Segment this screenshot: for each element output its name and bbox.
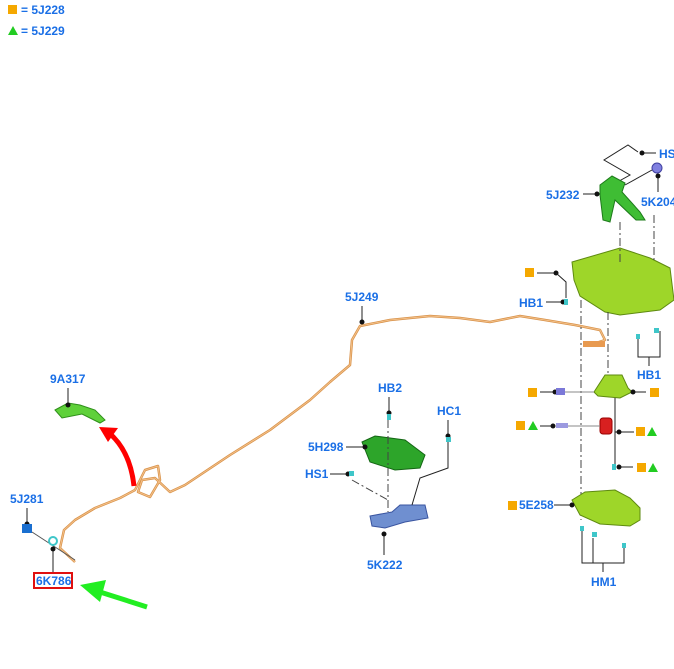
label-hb1-right[interactable]: HB1 (637, 368, 661, 382)
leader-dot (655, 173, 661, 179)
leader-line (411, 440, 449, 506)
orange-square-icon (508, 501, 517, 510)
leader-line (58, 314, 607, 563)
leader-dot (569, 502, 575, 508)
pump-module[interactable] (593, 374, 633, 399)
orange-square-icon (525, 268, 534, 277)
green-triangle-icon (8, 26, 18, 35)
label-hm1[interactable]: HM1 (591, 575, 617, 589)
leader-line (637, 331, 661, 358)
green-arrow-icon (99, 589, 148, 610)
leader-dot (639, 150, 645, 156)
label-5h298[interactable]: 5H298 (308, 440, 344, 454)
connector-icon (583, 341, 605, 347)
orange-square-icon (516, 421, 525, 430)
legend-5j229: = 5J229 (21, 24, 65, 38)
label-5j249[interactable]: 5J249 (345, 290, 379, 304)
leader-dot (594, 191, 600, 197)
label-5k204[interactable]: 5K204 (641, 195, 674, 209)
clip-icon (654, 328, 659, 333)
fuel-tank[interactable] (571, 247, 674, 316)
clip-6k786[interactable] (48, 536, 58, 546)
orange-square-icon (528, 388, 537, 397)
label-hs1[interactable]: HS1 (305, 467, 329, 481)
clip-icon (564, 299, 568, 305)
label-5j281[interactable]: 5J281 (10, 492, 44, 506)
leader-dot (616, 464, 622, 470)
clip-icon (622, 543, 626, 548)
leader-dot (630, 389, 636, 395)
clip-icon (349, 471, 354, 476)
leader-line (624, 169, 653, 186)
leader-dot (359, 319, 365, 325)
bracket-5k222[interactable] (369, 504, 429, 529)
wiring-harness-5j249[interactable] (58, 314, 607, 563)
clip-icon (580, 526, 584, 531)
label-5k222[interactable]: 5K222 (367, 558, 403, 572)
leader-line (556, 388, 565, 395)
label-5e258[interactable]: 5E258 (519, 498, 554, 512)
orange-square-icon (636, 427, 645, 436)
leader-line (80, 580, 106, 602)
green-triangle-icon (528, 421, 538, 430)
label-hb1-left[interactable]: HB1 (519, 296, 543, 310)
clip-icon (387, 414, 391, 420)
label-9a317[interactable]: 9A317 (50, 372, 86, 386)
leader-line (556, 423, 568, 428)
valve-5j232[interactable] (599, 175, 646, 223)
leader-line (59, 315, 606, 563)
label-hs[interactable]: HS (659, 147, 674, 161)
label-6k786[interactable]: 6K786 (36, 574, 72, 588)
green-triangle-icon (648, 463, 658, 472)
highlight-box (33, 572, 73, 589)
label-hc1[interactable]: HC1 (437, 404, 461, 418)
cap-5k204 (651, 162, 663, 174)
label-hb2[interactable]: HB2 (378, 381, 402, 395)
leader-line (31, 531, 76, 561)
label-5j232[interactable]: 5J232 (546, 188, 580, 202)
bracket-9a317[interactable] (54, 402, 106, 424)
leader-dot (65, 402, 71, 408)
green-triangle-icon (647, 427, 657, 436)
leader-dot (381, 531, 387, 537)
leader-line (603, 144, 639, 186)
leader-line (99, 427, 118, 442)
legend-5j228: = 5J228 (21, 3, 65, 17)
leader-dot (616, 429, 622, 435)
clip-icon (636, 334, 640, 339)
orange-square-icon (8, 5, 17, 14)
clip-icon (592, 532, 597, 537)
red-arrow-icon (106, 430, 137, 487)
orange-square-icon (650, 388, 659, 397)
module-5h298[interactable] (361, 435, 426, 471)
legend: = 5J228 = 5J229 (8, 3, 65, 38)
leader-line (555, 272, 567, 298)
shield-5e258[interactable] (571, 489, 641, 527)
leader-line (581, 530, 625, 564)
sensor-red[interactable] (599, 417, 613, 435)
leader-dot (550, 423, 556, 429)
orange-square-icon (637, 463, 646, 472)
clip-icon (446, 437, 451, 442)
clip-icon (612, 464, 616, 470)
leader-dot (362, 444, 368, 450)
sensor-5j281[interactable] (22, 524, 32, 533)
leader-dot (50, 546, 56, 552)
leader-line (351, 479, 389, 501)
